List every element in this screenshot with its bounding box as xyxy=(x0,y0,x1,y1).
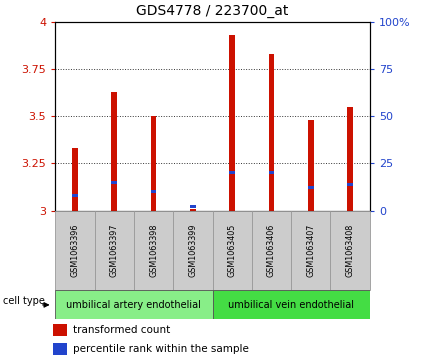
Text: GSM1063405: GSM1063405 xyxy=(228,224,237,277)
Text: GSM1063407: GSM1063407 xyxy=(306,224,315,277)
Text: cell type: cell type xyxy=(3,295,45,306)
Bar xyxy=(150,190,156,193)
Bar xyxy=(347,183,353,185)
Bar xyxy=(291,211,331,290)
Text: umbilical vein endothelial: umbilical vein endothelial xyxy=(228,300,354,310)
Text: GSM1063397: GSM1063397 xyxy=(110,224,119,277)
Text: GSM1063398: GSM1063398 xyxy=(149,224,158,277)
Bar xyxy=(229,35,235,211)
Text: percentile rank within the sample: percentile rank within the sample xyxy=(73,344,249,354)
Bar xyxy=(308,120,314,211)
Bar xyxy=(212,211,252,290)
Bar xyxy=(331,211,370,290)
Text: GSM1063396: GSM1063396 xyxy=(71,224,79,277)
Bar xyxy=(55,211,94,290)
Bar xyxy=(54,343,67,355)
Bar xyxy=(134,211,173,290)
Bar xyxy=(94,211,134,290)
Bar xyxy=(308,187,314,189)
Title: GDS4778 / 223700_at: GDS4778 / 223700_at xyxy=(136,4,289,18)
Bar xyxy=(190,209,196,211)
Text: transformed count: transformed count xyxy=(73,325,170,335)
Text: umbilical artery endothelial: umbilical artery endothelial xyxy=(66,300,201,310)
Bar xyxy=(55,290,212,319)
Bar xyxy=(173,211,212,290)
Bar xyxy=(269,54,275,211)
Bar xyxy=(252,211,291,290)
Text: GSM1063399: GSM1063399 xyxy=(188,224,197,277)
Bar xyxy=(347,107,353,211)
Bar xyxy=(111,91,117,211)
Text: GSM1063406: GSM1063406 xyxy=(267,224,276,277)
Bar xyxy=(212,290,370,319)
Bar xyxy=(150,116,156,211)
Bar xyxy=(269,171,275,174)
Bar xyxy=(72,194,78,197)
Bar xyxy=(229,171,235,174)
Bar xyxy=(111,181,117,184)
Text: GSM1063408: GSM1063408 xyxy=(346,224,354,277)
Bar xyxy=(190,205,196,208)
Bar xyxy=(54,324,67,336)
Bar xyxy=(72,148,78,211)
